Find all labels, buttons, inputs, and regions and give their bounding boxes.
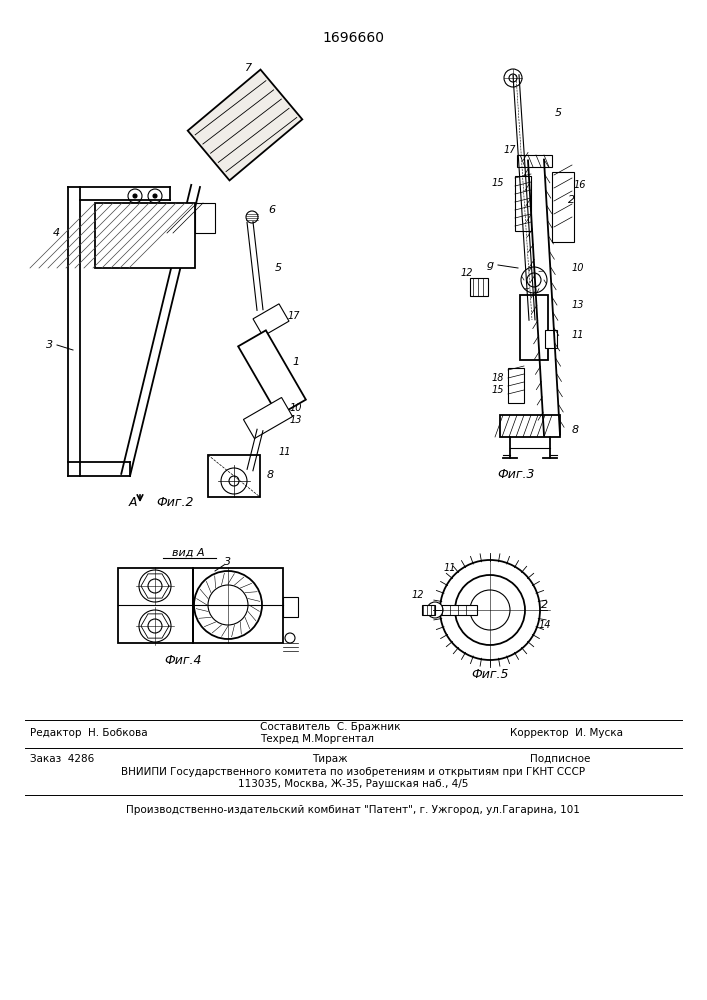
Bar: [517, 155, 552, 167]
Circle shape: [258, 408, 278, 428]
Polygon shape: [238, 330, 306, 416]
Text: g: g: [486, 260, 493, 270]
Text: 18: 18: [492, 373, 504, 383]
Text: 15: 15: [492, 178, 504, 188]
Bar: [515, 176, 531, 231]
Text: Подписное: Подписное: [530, 754, 590, 764]
Text: 6: 6: [269, 205, 276, 215]
Text: Тираж: Тираж: [312, 754, 348, 764]
Bar: [283, 597, 298, 617]
Bar: [520, 295, 548, 360]
Text: 17: 17: [504, 145, 516, 155]
Text: 1696660: 1696660: [322, 31, 384, 45]
Text: 3: 3: [224, 557, 232, 567]
Text: 5: 5: [274, 263, 281, 273]
Polygon shape: [253, 304, 289, 336]
Text: 113035, Москва, Ж-35, Раушская наб., 4/5: 113035, Москва, Ж-35, Раушская наб., 4/5: [238, 779, 468, 789]
Circle shape: [521, 267, 547, 293]
Text: Фиг.3: Фиг.3: [497, 468, 534, 482]
Text: Фиг.2: Фиг.2: [156, 496, 194, 510]
Circle shape: [133, 194, 137, 198]
Text: 8: 8: [571, 425, 578, 435]
Text: 2: 2: [568, 195, 575, 205]
Circle shape: [153, 194, 157, 198]
Text: 10: 10: [290, 403, 303, 413]
Circle shape: [427, 602, 443, 618]
Text: 16: 16: [574, 180, 586, 190]
Text: Составитель  С. Бражник: Составитель С. Бражник: [260, 722, 400, 732]
Text: Корректор  И. Муска: Корректор И. Муска: [510, 728, 623, 738]
Text: Редактор  Н. Бобкова: Редактор Н. Бобкова: [30, 728, 148, 738]
Text: вид А: вид А: [172, 548, 204, 558]
Bar: [118, 568, 193, 643]
Text: A: A: [129, 496, 137, 510]
Text: 12: 12: [411, 590, 424, 600]
Text: 3: 3: [47, 340, 54, 350]
Text: Производственно-издательский комбинат "Патент", г. Ужгород, ул.Гагарина, 101: Производственно-издательский комбинат "П…: [126, 805, 580, 815]
Bar: [422, 605, 435, 615]
Text: 11: 11: [572, 330, 584, 340]
Text: Фиг.5: Фиг.5: [472, 668, 509, 682]
Bar: [193, 568, 283, 643]
Text: 1: 1: [293, 357, 300, 367]
Text: ВНИИПИ Государственного комитета по изобретениям и открытиям при ГКНТ СССР: ВНИИПИ Государственного комитета по изоб…: [121, 767, 585, 777]
Text: 13: 13: [572, 300, 584, 310]
Text: 17: 17: [288, 311, 300, 321]
Bar: [208, 455, 260, 497]
Polygon shape: [95, 203, 195, 268]
Text: Техред М.Моргентал: Техред М.Моргентал: [260, 734, 374, 744]
Text: 12: 12: [461, 268, 473, 278]
Text: 10: 10: [572, 263, 584, 273]
Circle shape: [527, 273, 541, 287]
Text: 8: 8: [267, 470, 274, 480]
Bar: [432, 605, 477, 615]
Text: 11: 11: [279, 447, 291, 457]
Text: Заказ  4286: Заказ 4286: [30, 754, 94, 764]
Bar: [195, 203, 215, 233]
Text: Фиг.4: Фиг.4: [164, 654, 201, 666]
Bar: [545, 330, 557, 348]
Text: 2: 2: [542, 600, 549, 610]
Text: 4: 4: [52, 228, 59, 238]
Polygon shape: [243, 397, 293, 439]
Text: 7: 7: [245, 63, 252, 73]
Bar: [508, 368, 524, 403]
Text: 5: 5: [554, 108, 561, 118]
Text: 11: 11: [444, 563, 456, 573]
Polygon shape: [188, 70, 303, 180]
Bar: [470, 278, 488, 296]
Text: 15: 15: [492, 385, 504, 395]
Text: 13: 13: [290, 415, 303, 425]
Text: 14: 14: [539, 620, 551, 630]
Bar: [552, 172, 574, 242]
Bar: [500, 415, 560, 437]
